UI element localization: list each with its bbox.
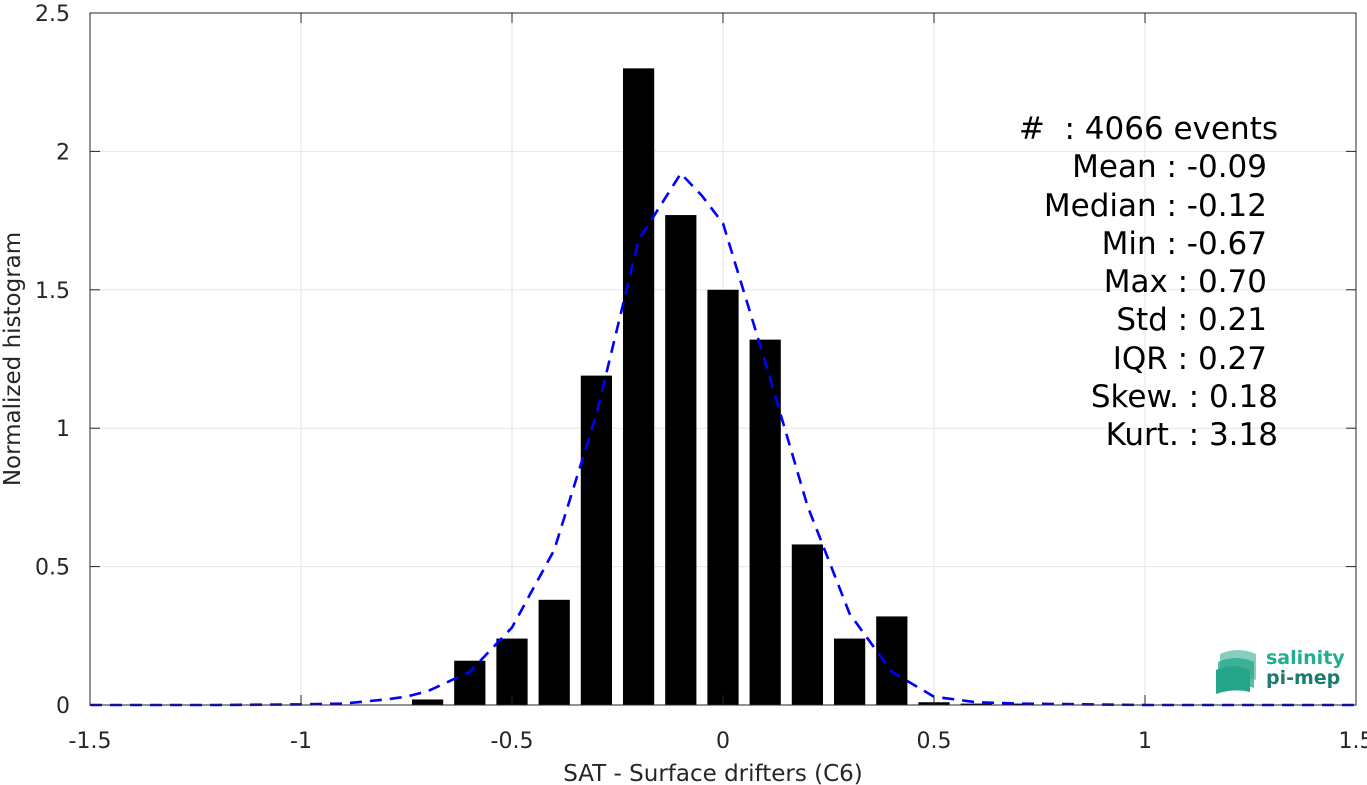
stat-median: Median : -0.12	[1043, 187, 1267, 224]
x-tick-label: 1	[1138, 729, 1152, 754]
logo-mark-icon	[1216, 650, 1256, 694]
histogram-bar	[791, 544, 824, 705]
y-tick-label: 2.5	[35, 2, 70, 27]
stat-iqr: IQR : 0.27	[1112, 340, 1267, 377]
x-tick-label: 0	[716, 729, 730, 754]
logo-line-1: salinity	[1266, 647, 1345, 669]
stat-max: Max : 0.70	[1103, 264, 1267, 301]
histogram-bar	[496, 638, 528, 705]
statistics-annotation: # : 4066 events Mean : -0.09 Median : -0…	[1019, 110, 1278, 455]
x-tick-labels: -1.5 -1 -0.5 0 0.5 1 1.5	[69, 729, 1367, 754]
x-tick-label: -1.5	[69, 729, 112, 754]
histogram-bar	[833, 638, 866, 705]
stat-count: # : 4066 events	[1018, 111, 1278, 147]
x-tick-label: -0.5	[491, 729, 534, 754]
x-tick-label: 1.5	[1339, 729, 1367, 754]
stat-std: Std : 0.21	[1116, 302, 1267, 339]
y-tick-label: 2	[56, 140, 70, 165]
histogram-bars	[411, 68, 1035, 706]
histogram-bar	[454, 660, 486, 705]
stat-kurt: Kurt. : 3.18	[1105, 417, 1278, 454]
y-tick-label: 0.5	[35, 556, 70, 581]
histogram-bar	[538, 599, 570, 705]
logo-line-2: pi-mep	[1266, 667, 1341, 689]
histogram-bar	[411, 699, 444, 705]
y-tick-labels: 0 0.5 1 1.5 2 2.5	[35, 2, 70, 719]
y-tick-label: 0	[56, 694, 70, 719]
histogram-bar	[665, 215, 697, 705]
histogram-bar	[749, 339, 781, 705]
histogram-bar	[960, 703, 992, 705]
x-tick-label: -1	[290, 729, 312, 754]
histogram-bar	[876, 616, 908, 705]
stat-min: Min : -0.67	[1101, 225, 1267, 262]
stat-skew: Skew. : 0.18	[1090, 379, 1278, 416]
x-axis-label: SAT - Surface drifters (C6)	[563, 761, 863, 785]
x-tick-label: 0.5	[917, 729, 952, 754]
histogram-bar	[707, 289, 739, 705]
stat-mean: Mean : -0.09	[1072, 149, 1267, 186]
histogram-bar	[1002, 703, 1035, 705]
axis-ticks	[89, 12, 1357, 706]
histogram-bar	[622, 68, 655, 706]
salinity-pimep-logo: salinity pi-mep	[1216, 646, 1346, 696]
y-tick-label: 1.5	[35, 279, 70, 304]
y-tick-label: 1	[56, 417, 70, 442]
logo-text: salinity pi-mep	[1266, 648, 1345, 688]
histogram-bar	[580, 375, 613, 705]
y-axis-label: Normalized histogram	[0, 232, 26, 486]
